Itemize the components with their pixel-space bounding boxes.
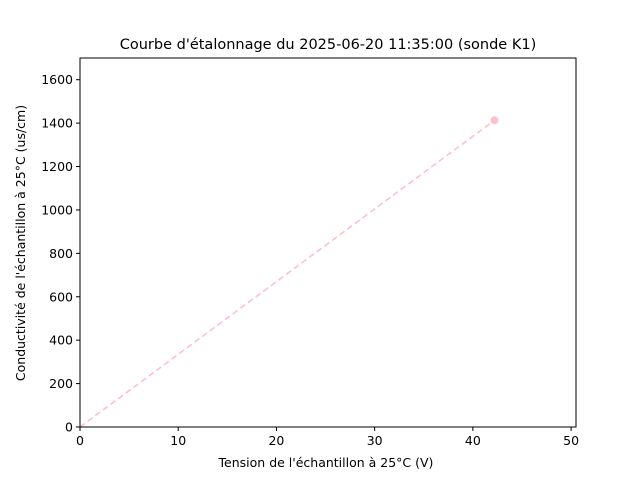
plot-area [79, 57, 577, 428]
chart-title: Courbe d'étalonnage du 2025-06-20 11:35:… [120, 37, 536, 53]
x-tick-label-30: 30 [367, 433, 383, 448]
data-point-0 [490, 116, 499, 125]
fit-line [79, 119, 495, 428]
y-axis-ticks: 0 200 400 600 800 1000 1200 1400 1600 [41, 72, 80, 435]
y-tick-label-1000: 1000 [41, 202, 73, 217]
x-tick-label-10: 10 [170, 433, 186, 448]
x-tick-label-0: 0 [76, 433, 84, 448]
y-tick-label-200: 200 [49, 376, 73, 391]
x-tick-label-40: 40 [465, 433, 481, 448]
plot-frame [79, 57, 577, 428]
x-axis-label: Tension de l'échantillon à 25°C (V) [218, 455, 434, 470]
y-tick-label-1600: 1600 [41, 72, 73, 87]
y-tick-label-800: 800 [49, 246, 73, 261]
y-tick-label-0: 0 [65, 420, 73, 435]
x-tick-label-50: 50 [563, 433, 579, 448]
y-tick-label-1400: 1400 [41, 116, 73, 131]
y-tick-label-600: 600 [49, 289, 73, 304]
y-tick-label-400: 400 [49, 333, 73, 348]
y-axis-label: Conductivité de l'échantillon à 25°C (us… [13, 105, 28, 381]
x-axis-ticks: 0 10 20 30 40 50 [76, 427, 579, 448]
x-tick-label-20: 20 [268, 433, 284, 448]
y-tick-label-1200: 1200 [41, 159, 73, 174]
